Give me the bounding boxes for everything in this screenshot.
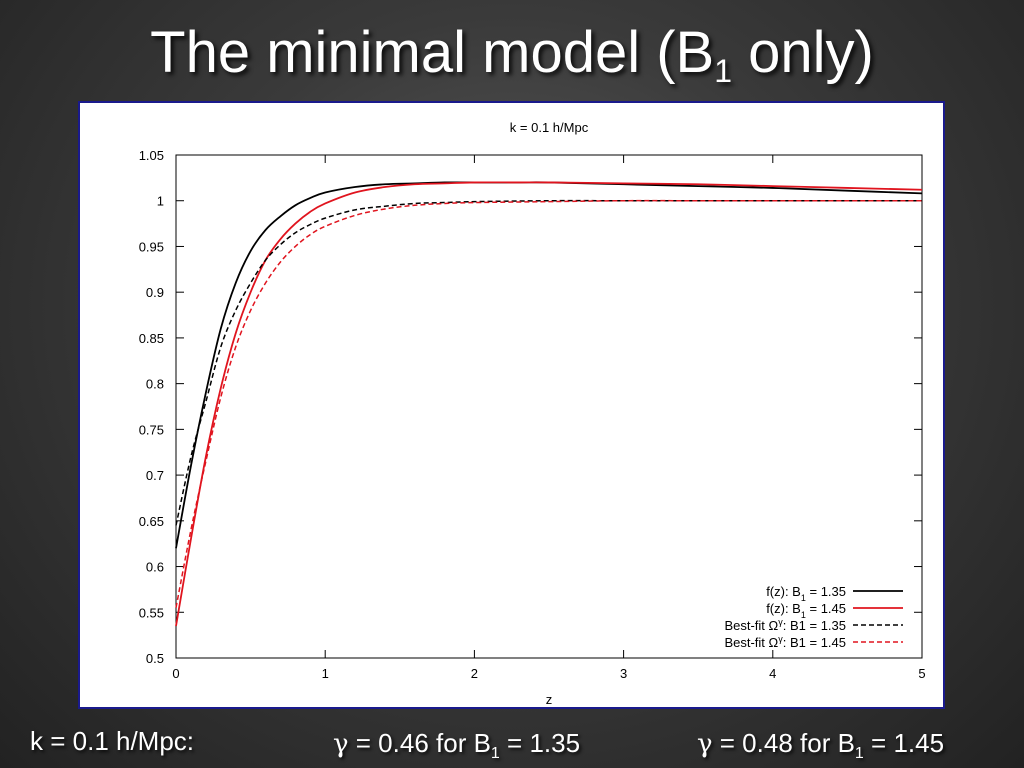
x-tick-label: 3 xyxy=(620,666,627,681)
footer-right-subscript: 1 xyxy=(854,745,864,762)
x-tick-label: 1 xyxy=(322,666,329,681)
slide-title-main: The minimal model (B xyxy=(150,20,715,85)
x-tick-label: 2 xyxy=(471,666,478,681)
slide-title-end: only) xyxy=(732,20,874,85)
y-tick-label: 0.85 xyxy=(139,331,164,346)
legend-entry-4: Best-fit Ωγ: B1 = 1.45 xyxy=(724,634,846,650)
footer-mid-text: = 0.46 for B xyxy=(348,728,491,758)
y-tick-label: 0.6 xyxy=(146,560,164,575)
y-tick-label: 0.5 xyxy=(146,651,164,666)
x-tick-label: 5 xyxy=(918,666,925,681)
slide-title-subscript: 1 xyxy=(714,53,733,89)
y-tick-label: 0.65 xyxy=(139,514,164,529)
series-line-2 xyxy=(175,181,923,627)
footer-gamma-145: γ = 0.48 for B1 = 1.45 xyxy=(697,728,945,762)
y-tick-label: 0.8 xyxy=(146,377,164,392)
plot-area-border xyxy=(175,154,923,659)
y-tick-label: 0.55 xyxy=(139,605,164,620)
y-tick-label: 1.05 xyxy=(139,148,164,163)
footer-mid-end: = 1.35 xyxy=(499,728,581,758)
footer-left: k = 0.1 h/Mpc: xyxy=(30,726,194,757)
y-tick-label: 1 xyxy=(157,194,164,209)
footer-left-text: k = 0.1 h/Mpc: xyxy=(30,726,195,756)
series-line-1 xyxy=(175,181,923,549)
series-line-3 xyxy=(175,199,922,526)
gamma-symbol: γ xyxy=(333,729,349,759)
footer-right-end: = 1.45 xyxy=(863,728,945,758)
y-tick-label: 0.75 xyxy=(139,422,164,437)
chart-title: k = 0.1 h/Mpc xyxy=(510,120,589,135)
plot-frame: k = 0.1 h/Mpc z 0 1 2 3 4 5 0.5 0.55 0.6 0.65 0.7 0.7… xyxy=(78,101,945,709)
y-tick-label: 0.95 xyxy=(139,239,164,254)
x-tick-label: 0 xyxy=(172,666,179,681)
legend-entry-2: f(z): B1 = 1.45 xyxy=(766,601,846,620)
footer-right-text: = 0.48 for B xyxy=(712,728,855,758)
slide-title: The minimal model (B1 only) xyxy=(0,18,1024,96)
y-tick-label: 0.7 xyxy=(146,468,164,483)
y-tick-label: 0.9 xyxy=(146,285,164,300)
footer-mid-subscript: 1 xyxy=(490,745,500,762)
legend-entry-3: Best-fit Ωγ: B1 = 1.35 xyxy=(724,617,846,633)
x-axis-label: z xyxy=(546,692,553,707)
chart-svg: k = 0.1 h/Mpc z 0 1 2 3 4 5 0.5 0.55 0.6 0.65 0.7 0.7… xyxy=(139,120,926,707)
legend-entry-1: f(z): B1 = 1.35 xyxy=(766,584,846,603)
x-tick-label: 4 xyxy=(769,666,776,681)
series-line-4 xyxy=(175,199,922,608)
gamma-symbol: γ xyxy=(697,729,713,759)
footer-gamma-135: γ = 0.46 for B1 = 1.35 xyxy=(333,728,581,762)
